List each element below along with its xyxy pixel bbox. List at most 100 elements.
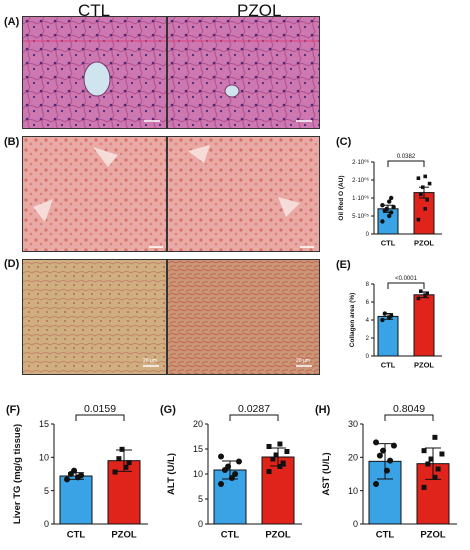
- chart-f-ytick-label: 0: [44, 519, 49, 529]
- chart-h-point-ctl: [380, 447, 387, 454]
- chart-c-category-ctl: CTL: [381, 239, 396, 248]
- chart-h-ylabel: AST (U/L): [321, 452, 332, 495]
- chart-g-category-ctl: CTL: [221, 530, 240, 541]
- panel-label-g: (G): [160, 404, 176, 416]
- panel-label-a: (A): [4, 16, 20, 28]
- chart-c-point-pzol: [427, 181, 432, 186]
- panel-label-f: (F): [6, 404, 21, 416]
- chart-g-point-pzol: [280, 460, 286, 466]
- chart-h-point-ctl: [376, 452, 383, 459]
- panel-label-c: (C): [336, 136, 352, 148]
- chart-f-ytick-label: 15: [39, 419, 49, 429]
- chart-g-ytick-label: 0: [198, 519, 203, 529]
- chart-e-point-pzol: [423, 293, 427, 298]
- chart-g-point-pzol: [277, 464, 283, 469]
- chart-g-ytick-label: 15: [193, 444, 203, 454]
- panel-label-b: (B): [4, 136, 20, 148]
- chart-e-point-ctl: [380, 317, 385, 323]
- chart-g-point-ctl: [228, 475, 235, 481]
- chart-g-point-pzol: [266, 444, 272, 449]
- chart-c-pvalue: 0.0382: [397, 154, 416, 160]
- chart-e-point-ctl: [389, 313, 394, 318]
- chart-f-point-pzol: [126, 460, 132, 466]
- chart-e-ytick-label: 6: [366, 300, 370, 306]
- chart-c-bar-pzol: [413, 192, 435, 235]
- chart-h-pvalue: 0.8049: [393, 403, 425, 415]
- chart-h-point-ctl: [387, 457, 394, 464]
- chart-g-point-pzol: [270, 456, 276, 462]
- micrograph-sirius-pzol: 20 µm: [167, 259, 320, 375]
- chart-f-sig-bracket: [75, 414, 125, 421]
- chart-e-ytick-label: 8: [366, 282, 370, 288]
- chart-c-point-pzol: [423, 207, 427, 211]
- chart-h-point-pzol: [432, 434, 438, 440]
- chart-c-point-pzol: [421, 185, 425, 189]
- panel-label-h: (H): [315, 404, 331, 416]
- chart-e-category-ctl: CTL: [381, 361, 396, 370]
- chart-e-category-pzol: PZOL: [414, 361, 434, 370]
- scale-label-d-pzol: 20 µm: [296, 358, 310, 364]
- chart-h: 0 10 20 30 AST (U/L) CTL PZOL 0.8049: [321, 403, 457, 541]
- micrograph-he-pzol: [167, 16, 320, 129]
- chart-c-category-pzol: PZOL: [414, 239, 434, 248]
- chart-h-category-ctl: CTL: [376, 530, 395, 541]
- chart-c-point-ctl: [387, 213, 392, 219]
- chart-e: 0 2 4 6 8 Collagen area (%) CTL PZOL <0.0001: [349, 276, 442, 370]
- chart-e-ytick-label: 2: [366, 336, 370, 342]
- chart-g-ylabel: ALT (U/L): [166, 453, 177, 495]
- chart-g-point-ctl: [225, 463, 232, 470]
- chart-f-point-ctl: [64, 476, 71, 483]
- chart-h-sig-bracket: [384, 414, 434, 421]
- chart-e-ytick-label: 0: [366, 354, 370, 360]
- micrograph-sirius-ctl: 20 µm: [22, 259, 167, 375]
- chart-f-ytick-label: 5: [44, 486, 49, 496]
- chart-g-ytick-label: 10: [193, 469, 203, 479]
- chart-h-point-ctl: [373, 439, 380, 446]
- chart-f-point-pzol: [123, 464, 129, 470]
- chart-h-point-pzol: [432, 474, 438, 480]
- chart-e-pvalue: <0.0001: [395, 276, 418, 282]
- chart-c-point-ctl: [380, 203, 385, 208]
- chart-h-ytick-label: 10: [348, 486, 358, 496]
- chart-g-point-pzol: [266, 469, 272, 474]
- chart-f-point-ctl: [78, 472, 85, 479]
- chart-c-ytick-label: 1·10⁰⁶: [352, 195, 369, 202]
- chart-c: 0 5·10⁰⁵ 1·10⁰⁶ 2·10⁰⁶ 2·10⁰⁶ Oil Red O (AU) C…: [338, 154, 442, 248]
- chart-f-point-pzol: [112, 469, 118, 475]
- chart-h-point-pzol: [439, 451, 445, 457]
- chart-f-ylabel: Liver TG (mg/g tissue): [12, 424, 23, 524]
- chart-g: 0 5 10 15 20 ALT (U/L) CTL PZOL 0.0287: [166, 403, 302, 541]
- chart-f-point-pzol: [119, 446, 125, 452]
- chart-h-point-pzol: [421, 448, 427, 454]
- chart-c-ytick-label: 5·10⁰⁵: [352, 213, 369, 220]
- chart-h-point-pzol: [421, 484, 427, 490]
- chart-h-point-pzol: [435, 466, 441, 472]
- chart-c-point-ctl: [391, 204, 396, 210]
- header-pzol: PZOL: [237, 1, 282, 20]
- chart-g-point-pzol: [284, 449, 290, 454]
- chart-c-ylabel: Oil Red O (AU): [338, 175, 345, 220]
- chart-c-point-ctl: [384, 206, 389, 211]
- chart-h-point-pzol: [425, 461, 431, 467]
- chart-c-point-ctl: [389, 210, 394, 215]
- chart-g-point-ctl: [218, 453, 225, 460]
- chart-c-point-pzol: [419, 192, 423, 197]
- chart-h-point-ctl: [390, 442, 397, 449]
- chart-g-ytick-label: 20: [193, 419, 203, 429]
- chart-e-point-pzol: [416, 296, 421, 301]
- chart-f-category-ctl: CTL: [67, 530, 86, 541]
- chart-h-point-ctl: [373, 481, 380, 487]
- chart-c-ytick-label: 2·10⁰⁶: [352, 159, 369, 166]
- chart-c-point-pzol: [416, 217, 421, 222]
- chart-c-sig-bracket: [387, 160, 425, 167]
- chart-h-ytick-label: 20: [348, 452, 358, 462]
- chart-f: 0 5 10 15 Liver TG (mg/g tissue) CTL PZOL 0.015…: [12, 403, 148, 541]
- chart-g-point-ctl: [218, 481, 225, 487]
- chart-g-pvalue: 0.0287: [238, 403, 270, 415]
- chart-c-point-pzol: [425, 198, 429, 202]
- chart-g-point-pzol: [277, 441, 283, 447]
- chart-e-ylabel: Collagen area (%): [349, 293, 356, 348]
- chart-e-point-pzol: [419, 289, 423, 293]
- chart-c-ytick-label: 2·10⁰⁶: [352, 177, 369, 184]
- chart-g-point-pzol: [273, 452, 279, 458]
